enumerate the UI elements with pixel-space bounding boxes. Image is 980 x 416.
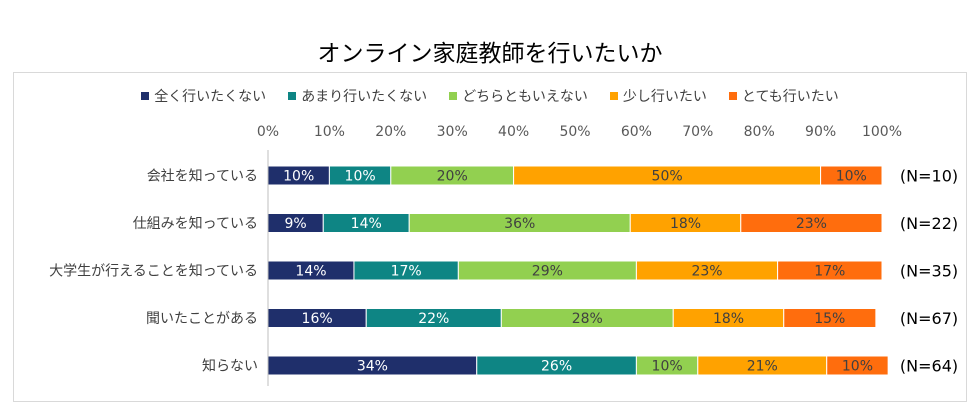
x-tick-label: 60% <box>621 124 652 140</box>
legend-swatch <box>288 92 297 100</box>
x-tick-label: 10% <box>314 124 345 140</box>
sample-size-label: (N=10) <box>900 167 958 186</box>
sample-size-label: (N=22) <box>900 214 958 233</box>
legend-item: とても行いたい <box>728 86 839 106</box>
data-label: 36% <box>504 216 535 232</box>
data-label: 17% <box>814 264 845 280</box>
data-label: 18% <box>670 216 701 232</box>
bar-segment <box>783 308 877 328</box>
data-label: 20% <box>437 169 468 185</box>
legend-item: どちらともいえない <box>449 86 588 106</box>
sample-size-label: (N=64) <box>900 357 958 376</box>
bar-segment <box>777 260 883 281</box>
data-label: 10% <box>283 169 314 185</box>
data-label: 26% <box>541 359 572 375</box>
x-tick-label: 80% <box>744 124 775 140</box>
category-label: 大学生が行えることを知っている <box>49 263 258 280</box>
x-tick-label: 70% <box>682 124 713 140</box>
legend-swatch <box>141 92 150 100</box>
x-tick-label: 40% <box>498 124 529 140</box>
data-label: 34% <box>357 359 388 375</box>
x-tick-label: 0% <box>257 124 279 140</box>
x-tick-label: 100% <box>862 124 902 140</box>
x-tick-label: 50% <box>559 124 590 140</box>
data-label: 50% <box>652 169 683 185</box>
legend-item: 少し行いたい <box>609 86 707 106</box>
data-label: 10% <box>652 359 683 375</box>
category-label: 聞いたことがある <box>146 311 258 327</box>
data-label: 18% <box>713 311 744 327</box>
bar-segment <box>740 213 883 233</box>
data-label: 14% <box>351 216 382 232</box>
legend-label: とても行いたい <box>741 89 839 105</box>
bar-segment <box>826 355 889 376</box>
sample-size-label: (N=67) <box>900 309 958 328</box>
data-label: 10% <box>345 169 376 185</box>
legend-item: あまり行いたくない <box>288 86 427 106</box>
data-label: 10% <box>836 169 867 185</box>
data-label: 23% <box>796 216 827 232</box>
category-label: 会社を知っている <box>147 168 258 185</box>
data-label: 9% <box>285 216 307 232</box>
legend-swatch <box>449 92 458 100</box>
x-tick-label: 20% <box>375 124 406 140</box>
x-tick-label: 30% <box>437 124 468 140</box>
data-label: 15% <box>814 311 845 327</box>
data-label: 17% <box>391 264 422 280</box>
data-label: 28% <box>572 311 603 327</box>
category-label: 仕組みを知っている <box>133 215 258 232</box>
sample-size-label: (N=35) <box>900 262 958 281</box>
legend-label: どちらともいえない <box>462 89 588 105</box>
data-label: 14% <box>295 264 326 280</box>
data-label: 10% <box>842 359 873 375</box>
data-label: 23% <box>691 264 722 280</box>
category-label: 知らない <box>202 358 258 375</box>
legend-label: 全く行いたくない <box>154 89 267 105</box>
x-tick-label: 90% <box>805 124 836 140</box>
chart-area-frame <box>13 72 967 402</box>
bar-segment <box>820 165 883 186</box>
legend-swatch <box>728 92 737 100</box>
legend-label: あまり行いたくない <box>301 89 428 105</box>
data-label: 22% <box>418 311 449 327</box>
legend-swatch <box>609 92 618 100</box>
data-label: 21% <box>747 359 778 375</box>
data-label: 16% <box>302 311 333 327</box>
legend: 全く行いたくない あまり行いたくない どちらともいえない 少し行いたい とても行いたい <box>0 86 980 106</box>
legend-item: 全く行いたくない <box>141 86 266 106</box>
chart-title: オンライン家庭教師を行いたいか <box>317 41 663 67</box>
data-label: 29% <box>532 264 563 280</box>
legend-label: 少し行いたい <box>622 89 707 105</box>
